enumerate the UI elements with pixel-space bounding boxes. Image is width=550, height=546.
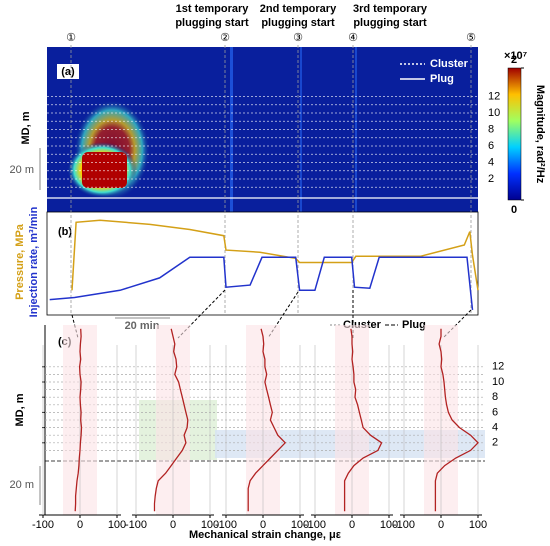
x-tick-label: 100 xyxy=(201,519,219,531)
y-tick-label: 8 xyxy=(488,123,494,135)
event-headers: 1st temporary plugging start 2nd tempora… xyxy=(175,3,428,29)
x-tick-label: 0 xyxy=(77,519,83,531)
marker: ⑤ xyxy=(466,32,476,44)
x-tick-label: 100 xyxy=(108,519,126,531)
x-tick-label: 0 xyxy=(170,519,176,531)
colorbar xyxy=(507,67,522,201)
scale-label: 20 m xyxy=(10,164,34,176)
x-tick-label: -100 xyxy=(125,519,147,531)
x-tick-label: 100 xyxy=(291,519,309,531)
colorbar-tick-label: 2 xyxy=(511,54,517,66)
strain-profile xyxy=(153,328,189,512)
event-title: 3rd temporary xyxy=(353,3,428,15)
markers: ① ② ③ ④ ⑤ xyxy=(66,32,476,44)
y-tick-label: 12 xyxy=(488,90,500,102)
y-axis-label: MD, m xyxy=(14,393,26,426)
x-tick-label: -100 xyxy=(32,519,54,531)
strain-profile xyxy=(434,328,479,512)
y-axis-label: Pressure, MPa xyxy=(14,223,26,300)
x-tick-label: 0 xyxy=(438,519,444,531)
heatmap: (a) Cluster Plug xyxy=(47,47,478,212)
colorbar-multiplier: ×10⁷ xyxy=(504,50,528,62)
pressure-line xyxy=(71,219,479,291)
strain-profile xyxy=(74,328,83,512)
event-title: plugging start xyxy=(261,17,335,29)
strain-profile xyxy=(343,328,383,512)
event-title: 1st temporary xyxy=(176,3,250,15)
x-tick-label: 0 xyxy=(260,519,266,531)
x-tick-label: 100 xyxy=(380,519,398,531)
panel-label: (b) xyxy=(58,226,72,238)
x-axis-label: Mechanical strain change, με xyxy=(189,529,342,541)
x-tick-label: -100 xyxy=(215,519,237,531)
y-tick-label: 8 xyxy=(492,391,498,403)
heatmap-core xyxy=(82,152,127,188)
y-axis-label: MD, m xyxy=(20,111,32,144)
scale-label: 20 min xyxy=(125,320,160,332)
legend-label: Plug xyxy=(402,319,426,331)
y-tick-label: 2 xyxy=(488,173,494,185)
colorbar-label: Magnitude, rad²/Hz xyxy=(534,85,546,184)
y-tick-label: 10 xyxy=(488,107,500,119)
y-axis-label: Injection rate, m³/min xyxy=(28,206,40,317)
panel-label: (a) xyxy=(61,66,75,78)
rate-line xyxy=(49,256,474,310)
legend-label: Plug xyxy=(430,73,454,85)
y-tick-label: 4 xyxy=(492,422,498,434)
event-title: plugging start xyxy=(353,17,427,29)
colorbar-tick-label: 0 xyxy=(511,204,517,216)
x-tick-label: 100 xyxy=(469,519,487,531)
panel-b-frame xyxy=(46,211,479,316)
marker: ③ xyxy=(293,32,303,44)
event-title: plugging start xyxy=(175,17,249,29)
marker: ④ xyxy=(348,32,358,44)
y-tick-label: 6 xyxy=(492,406,498,418)
x-tick-label: 0 xyxy=(349,519,355,531)
event-title: 2nd temporary xyxy=(260,3,337,15)
marker: ② xyxy=(220,32,230,44)
marker: ① xyxy=(66,32,76,44)
strain-profile xyxy=(247,328,287,512)
scale-label: 20 m xyxy=(10,479,34,491)
x-tick-label: -100 xyxy=(304,519,326,531)
x-tick-label: -100 xyxy=(393,519,415,531)
legend-label: Cluster xyxy=(430,58,469,70)
y-tick-label: 12 xyxy=(492,361,504,373)
y-tick-label: 2 xyxy=(492,437,498,449)
y-tick-label: 10 xyxy=(492,376,504,388)
panel-label-box xyxy=(57,64,79,79)
y-tick-label: 4 xyxy=(488,156,494,168)
y-tick-label: 6 xyxy=(488,140,494,152)
